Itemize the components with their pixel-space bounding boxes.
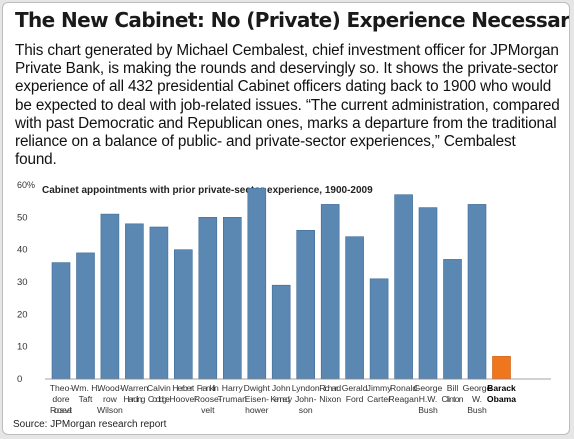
bar	[198, 217, 218, 380]
x-tick-label: W.	[472, 394, 482, 404]
source-note: Source: JPMorgan research report	[13, 419, 167, 430]
x-tick-label: velt	[201, 405, 215, 415]
y-tick-label: 60%	[17, 180, 35, 190]
x-tick-label: Franklin	[197, 383, 219, 393]
x-tick-label: Calvin	[147, 383, 171, 393]
bar	[125, 223, 144, 380]
y-tick-label: 20	[17, 309, 28, 320]
bar	[149, 226, 169, 380]
x-tick-label: Wm. H.	[71, 383, 100, 393]
y-tick-label: 30	[17, 277, 28, 288]
y-tick-label: 0	[17, 374, 22, 385]
bar	[345, 236, 364, 380]
x-tick-label: Carter	[367, 394, 391, 404]
x-tick-label: John	[272, 383, 291, 393]
x-tick-label: Richard	[319, 383, 341, 393]
bar	[492, 356, 511, 380]
page-title: The New Cabinet: No (Private) Experience…	[15, 8, 570, 32]
x-tick-label: Obama	[487, 394, 516, 404]
x-tick-label: Clinton	[442, 394, 464, 404]
x-tick-label: Roose-	[194, 394, 222, 404]
bar	[100, 213, 120, 380]
x-tick-label: George	[414, 383, 443, 393]
x-tick-label: Gerald	[342, 383, 368, 393]
x-tick-label: hower	[245, 405, 269, 415]
article-card: The New Cabinet: No (Private) Experience…	[2, 2, 570, 435]
x-tick-label: Theo-	[50, 383, 73, 393]
bar	[296, 230, 316, 380]
bar	[320, 204, 340, 380]
y-tick-label: 10	[17, 342, 28, 353]
x-tick-label: Bill	[447, 383, 459, 393]
x-tick-label: Harry	[222, 383, 244, 393]
x-tick-label: Bush	[418, 405, 438, 415]
x-tick-label: Wilson	[97, 405, 123, 415]
x-tick-label: Wood-	[97, 383, 122, 393]
x-tick-label: Herbert	[172, 383, 195, 393]
x-tick-label: Hoover	[169, 394, 197, 404]
bar	[223, 217, 242, 380]
bar	[247, 187, 267, 380]
x-tick-label: Lyndon	[292, 383, 320, 393]
x-tick-label: Harding	[123, 394, 145, 404]
bar	[394, 194, 413, 380]
bar	[76, 252, 95, 380]
x-tick-label: Reagan	[389, 394, 419, 404]
x-tick-label: Dwight	[244, 383, 271, 393]
bar	[443, 259, 462, 380]
y-tick-label: 40	[17, 245, 28, 256]
x-tick-label: Ronald	[390, 383, 417, 393]
x-tick-label: John-	[295, 394, 317, 404]
x-tick-label: George	[463, 383, 492, 393]
bar	[271, 284, 291, 380]
x-tick-label: H.W.	[419, 394, 438, 404]
x-tick-label: Taft	[79, 394, 93, 404]
x-tick-label: Kennedy	[270, 394, 293, 404]
x-tick-label: dore	[52, 394, 69, 404]
x-tick-label: Eisen-	[245, 394, 269, 404]
bar	[369, 278, 389, 380]
chart-title: Cabinet appointments with prior private-…	[42, 185, 373, 196]
bar	[418, 207, 438, 380]
x-tick-label: son	[299, 405, 313, 415]
x-tick-label: Barack	[487, 383, 516, 393]
x-tick-label: Bush	[467, 405, 487, 415]
x-tick-label: Jimmy	[367, 383, 393, 393]
x-tick-label: Warren	[120, 383, 148, 393]
bar	[467, 204, 487, 380]
x-tick-label: Coolidge	[148, 394, 170, 404]
article-description: This chart generated by Michael Cembales…	[15, 42, 560, 169]
y-tick-label: 50	[17, 212, 28, 223]
bar	[51, 262, 71, 380]
x-tick-label: Roosevelt	[50, 405, 73, 415]
x-tick-label: Truman	[218, 394, 248, 404]
x-tick-label: row	[103, 394, 118, 404]
bar	[174, 249, 193, 380]
x-tick-label: Nixon	[319, 394, 341, 404]
x-tick-label: Ford	[346, 394, 364, 404]
